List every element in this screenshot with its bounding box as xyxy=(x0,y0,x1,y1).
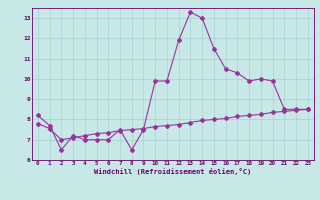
X-axis label: Windchill (Refroidissement éolien,°C): Windchill (Refroidissement éolien,°C) xyxy=(94,168,252,175)
